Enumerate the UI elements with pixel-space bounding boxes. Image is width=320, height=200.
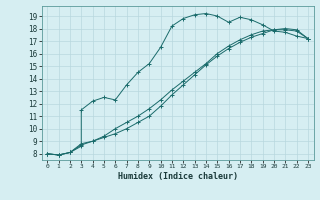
X-axis label: Humidex (Indice chaleur): Humidex (Indice chaleur) <box>118 172 237 181</box>
